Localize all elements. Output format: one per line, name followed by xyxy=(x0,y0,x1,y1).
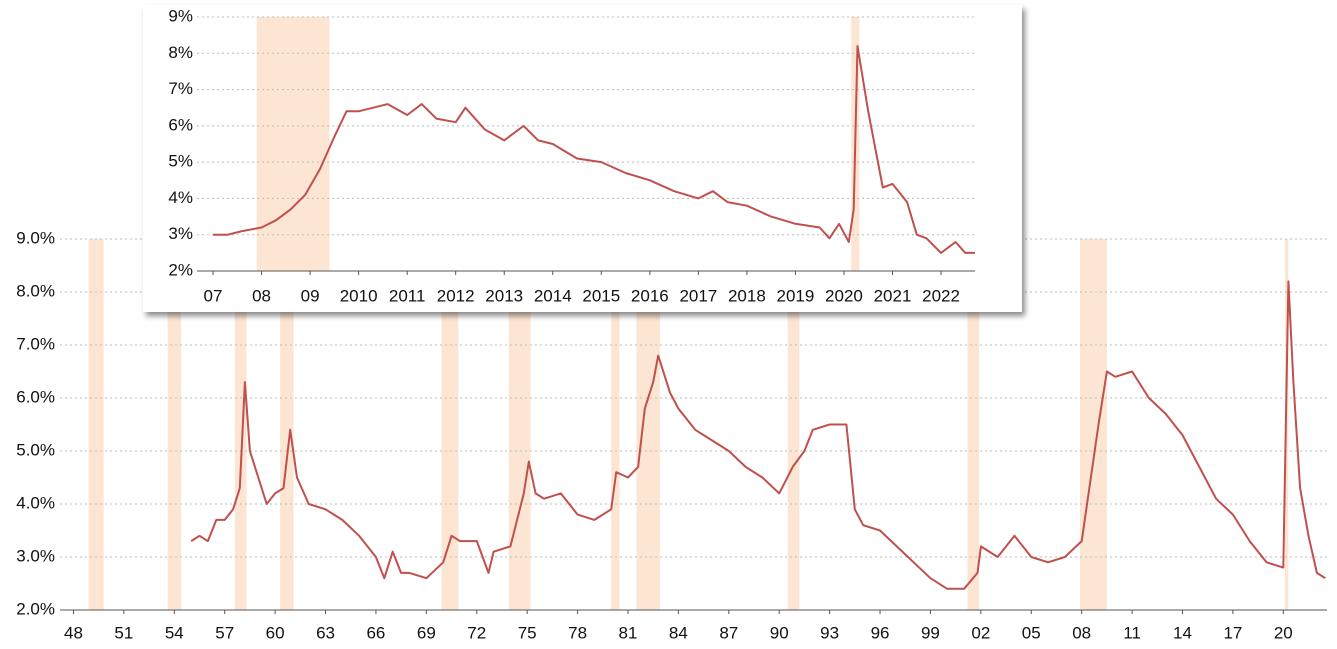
x-tick-label: 2013 xyxy=(485,286,523,305)
x-tick-label: 2018 xyxy=(728,286,766,305)
x-tick-label: 02 xyxy=(971,623,990,642)
data-line xyxy=(213,45,975,254)
x-tick-label: 93 xyxy=(820,623,839,642)
x-tick-label: 69 xyxy=(417,623,436,642)
main-chart: 2.0% 3.0% 4.0% 5.0% 6.0% 7.0% 8.0% 9.0% 48 51 54 57… xyxy=(16,228,1327,642)
recession-band xyxy=(88,239,104,610)
x-tick-label: 75 xyxy=(518,623,537,642)
recession-band xyxy=(636,239,660,610)
y-tick-label: 4% xyxy=(168,188,193,207)
y-tick-label: 2.0% xyxy=(16,599,55,618)
y-tick-label: 5% xyxy=(168,152,193,171)
y-tick-label: 5.0% xyxy=(16,440,55,459)
x-tick-label: 2016 xyxy=(631,286,669,305)
y-tick-label: 8% xyxy=(168,43,193,62)
recession-band xyxy=(787,239,800,610)
x-tick-label: 78 xyxy=(568,623,587,642)
recession-band xyxy=(441,239,459,610)
recession-band xyxy=(256,17,330,271)
y-tick-label: 7% xyxy=(168,79,193,98)
x-tick-label: 08 xyxy=(252,286,271,305)
y-tick-label: 8.0% xyxy=(16,281,55,300)
x-tick-label: 60 xyxy=(266,623,285,642)
x-tick-label: 54 xyxy=(165,623,184,642)
x-tick-label: 2011 xyxy=(389,286,426,305)
y-tick-label: 2% xyxy=(168,260,193,279)
x-tick-label: 09 xyxy=(301,286,320,305)
x-tick-label: 17 xyxy=(1223,623,1242,642)
data-line xyxy=(190,280,1326,590)
x-tick-label: 20 xyxy=(1274,623,1293,642)
y-tick-label: 4.0% xyxy=(16,493,55,512)
x-tick-label: 07 xyxy=(204,286,223,305)
x-tick-label: 2021 xyxy=(874,286,912,305)
y-tick-label: 3.0% xyxy=(16,546,55,565)
x-tick-label: 05 xyxy=(1022,623,1041,642)
recession-band xyxy=(167,239,182,610)
x-tick-label: 57 xyxy=(215,623,234,642)
x-tick-label: 11 xyxy=(1123,623,1141,642)
x-tick-label: 2012 xyxy=(437,286,475,305)
x-tick-label: 2017 xyxy=(679,286,717,305)
y-tick-label: 3% xyxy=(168,224,193,243)
x-tick-label: 2022 xyxy=(922,286,960,305)
x-tick-label: 48 xyxy=(64,623,83,642)
x-tick-label: 08 xyxy=(1072,623,1091,642)
x-tick-label: 96 xyxy=(871,623,890,642)
x-tick-label: 2014 xyxy=(534,286,572,305)
x-tick-label: 99 xyxy=(921,623,940,642)
x-tick-label: 81 xyxy=(619,623,638,642)
y-tick-label: 9% xyxy=(168,6,193,25)
x-tick-label: 14 xyxy=(1173,623,1192,642)
recession-band xyxy=(508,239,531,610)
x-tick-label: 72 xyxy=(467,623,486,642)
x-tick-label: 84 xyxy=(669,623,688,642)
inset-chart: 2% 3% 4% 5% 6% 7% 8% 9% 07 08 09 2010 2011 2012 2013 20… xyxy=(168,6,975,305)
y-tick-label: 6% xyxy=(168,115,193,134)
x-tick-label: 2020 xyxy=(825,286,863,305)
y-tick-label: 9.0% xyxy=(16,228,55,247)
recession-band xyxy=(967,239,980,610)
recession-band xyxy=(280,239,294,610)
x-tick-label: 51 xyxy=(114,623,133,642)
x-tick-label: 2019 xyxy=(777,286,815,305)
y-tick-label: 7.0% xyxy=(16,334,55,353)
x-tick-label: 2010 xyxy=(340,286,378,305)
recession-band xyxy=(1079,239,1107,610)
y-tick-label: 6.0% xyxy=(16,387,55,406)
x-tick-label: 63 xyxy=(316,623,335,642)
x-tick-label: 66 xyxy=(366,623,385,642)
x-tick-label: 90 xyxy=(770,623,789,642)
recession-band xyxy=(611,239,620,610)
x-tick-label: 87 xyxy=(719,623,738,642)
recession-band xyxy=(234,239,247,610)
x-tick-label: 2015 xyxy=(582,286,620,305)
